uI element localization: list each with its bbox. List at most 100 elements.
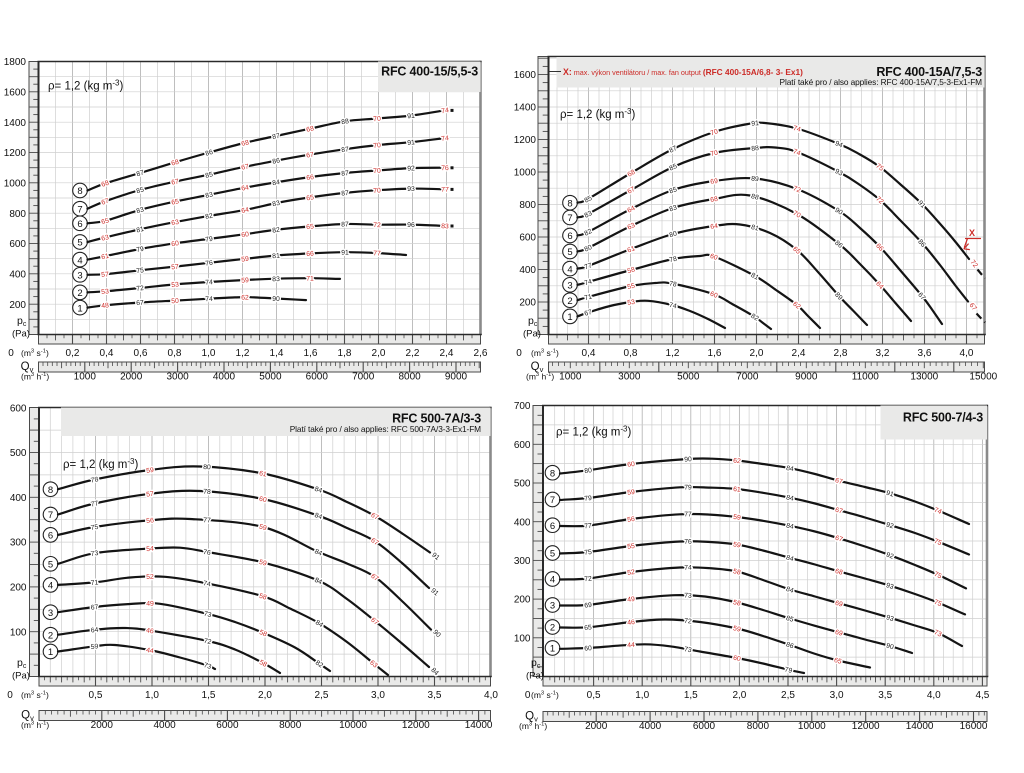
svg-text:0,6: 0,6 [134,348,148,359]
svg-text:2: 2 [77,288,82,299]
svg-text:82: 82 [272,227,281,235]
svg-text:1,5: 1,5 [684,690,698,701]
svg-text:58: 58 [627,266,636,275]
svg-text:64: 64 [241,184,250,192]
svg-text:3,2: 3,2 [876,348,890,359]
svg-text:100: 100 [514,633,531,644]
svg-text:8: 8 [550,468,555,479]
svg-text:65: 65 [101,217,110,226]
svg-text:8000: 8000 [279,720,302,731]
svg-text:4: 4 [567,264,572,275]
svg-text:74: 74 [205,279,213,286]
svg-text:pc: pc [528,315,538,328]
svg-text:65: 65 [171,198,180,206]
svg-text:60: 60 [732,655,741,663]
svg-text:68: 68 [171,159,180,168]
svg-text:79: 79 [784,666,793,675]
svg-text:0: 0 [516,348,522,359]
svg-text:88: 88 [750,193,759,202]
svg-text:600: 600 [9,239,26,250]
svg-text:X: X [969,228,975,238]
svg-text:800: 800 [519,200,536,211]
svg-text:1,4: 1,4 [270,348,284,359]
svg-text:65: 65 [306,194,315,202]
svg-text:87: 87 [341,221,349,228]
svg-text:(m3 h-1): (m3 h-1) [21,372,49,382]
svg-text:90: 90 [885,642,894,651]
svg-text:77: 77 [441,187,449,194]
svg-text:91: 91 [751,120,759,128]
svg-text:RFC 400-15/5,5-3: RFC 400-15/5,5-3 [381,65,478,79]
svg-text:60: 60 [241,231,250,239]
svg-text:pc: pc [17,315,27,328]
svg-text:69: 69 [834,600,843,609]
svg-text:1,0: 1,0 [202,348,216,359]
svg-text:0: 0 [7,690,13,701]
svg-text:78: 78 [90,476,99,484]
svg-text:0: 0 [525,690,531,701]
svg-text:59: 59 [627,489,636,497]
svg-text:Qv: Qv [531,361,544,374]
svg-text:81: 81 [750,224,759,233]
svg-text:71: 71 [90,579,98,587]
svg-text:91: 91 [407,139,415,147]
svg-text:3,6: 3,6 [918,348,932,359]
svg-text:58: 58 [732,568,741,577]
svg-text:5: 5 [77,238,82,249]
svg-text:87: 87 [341,170,349,178]
svg-text:70: 70 [373,142,381,150]
svg-text:2,5: 2,5 [315,690,329,701]
svg-text:59: 59 [733,514,742,522]
svg-text:200: 200 [514,595,531,606]
svg-text:ρ= 1,2 (kg m-3): ρ= 1,2 (kg m-3) [556,425,632,439]
svg-text:92: 92 [407,165,415,172]
svg-text:400: 400 [10,493,27,504]
svg-text:1: 1 [567,312,572,323]
svg-text:93: 93 [885,614,894,623]
svg-text:96: 96 [407,222,415,229]
svg-text:72: 72 [684,618,692,626]
svg-text:14000: 14000 [465,720,493,731]
svg-text:87: 87 [341,146,350,154]
svg-text:5000: 5000 [259,372,282,383]
svg-text:87: 87 [136,169,145,178]
svg-text:3: 3 [550,601,555,612]
svg-text:4000: 4000 [639,721,662,732]
svg-text:12000: 12000 [852,721,880,732]
svg-text:80: 80 [669,230,678,239]
svg-text:0,2: 0,2 [66,348,80,359]
svg-text:1,6: 1,6 [304,348,318,359]
svg-text:60: 60 [171,240,180,248]
svg-text:(m3 s-1): (m3 s-1) [21,348,49,358]
svg-text:66: 66 [306,251,314,258]
svg-text:pc: pc [531,657,541,670]
svg-text:1,0: 1,0 [145,690,159,701]
svg-text:0,8: 0,8 [624,348,638,359]
svg-text:5000: 5000 [677,372,700,383]
svg-text:200: 200 [519,298,536,309]
svg-text:3000: 3000 [618,372,641,383]
svg-text:1200: 1200 [4,148,27,159]
svg-text:90: 90 [684,456,692,463]
svg-text:2,4: 2,4 [792,348,806,359]
svg-text:2: 2 [48,630,53,641]
svg-text:67: 67 [171,178,180,187]
svg-text:88: 88 [341,118,350,126]
svg-text:3: 3 [567,281,572,292]
svg-text:600: 600 [10,403,27,414]
svg-text:4,0: 4,0 [927,690,941,701]
svg-text:49: 49 [146,601,154,608]
svg-text:73: 73 [203,610,212,619]
svg-text:44: 44 [627,642,635,650]
svg-text:300: 300 [10,538,27,549]
svg-text:5: 5 [567,247,572,258]
svg-text:(Pa): (Pa) [523,329,541,340]
svg-text:85: 85 [205,171,214,179]
svg-text:pc: pc [17,657,27,670]
svg-text:4000: 4000 [213,372,236,383]
svg-text:12000: 12000 [402,720,430,731]
svg-text:70: 70 [373,168,381,176]
svg-text:8000: 8000 [747,721,770,732]
svg-text:86: 86 [205,149,214,158]
svg-text:76: 76 [684,539,692,546]
